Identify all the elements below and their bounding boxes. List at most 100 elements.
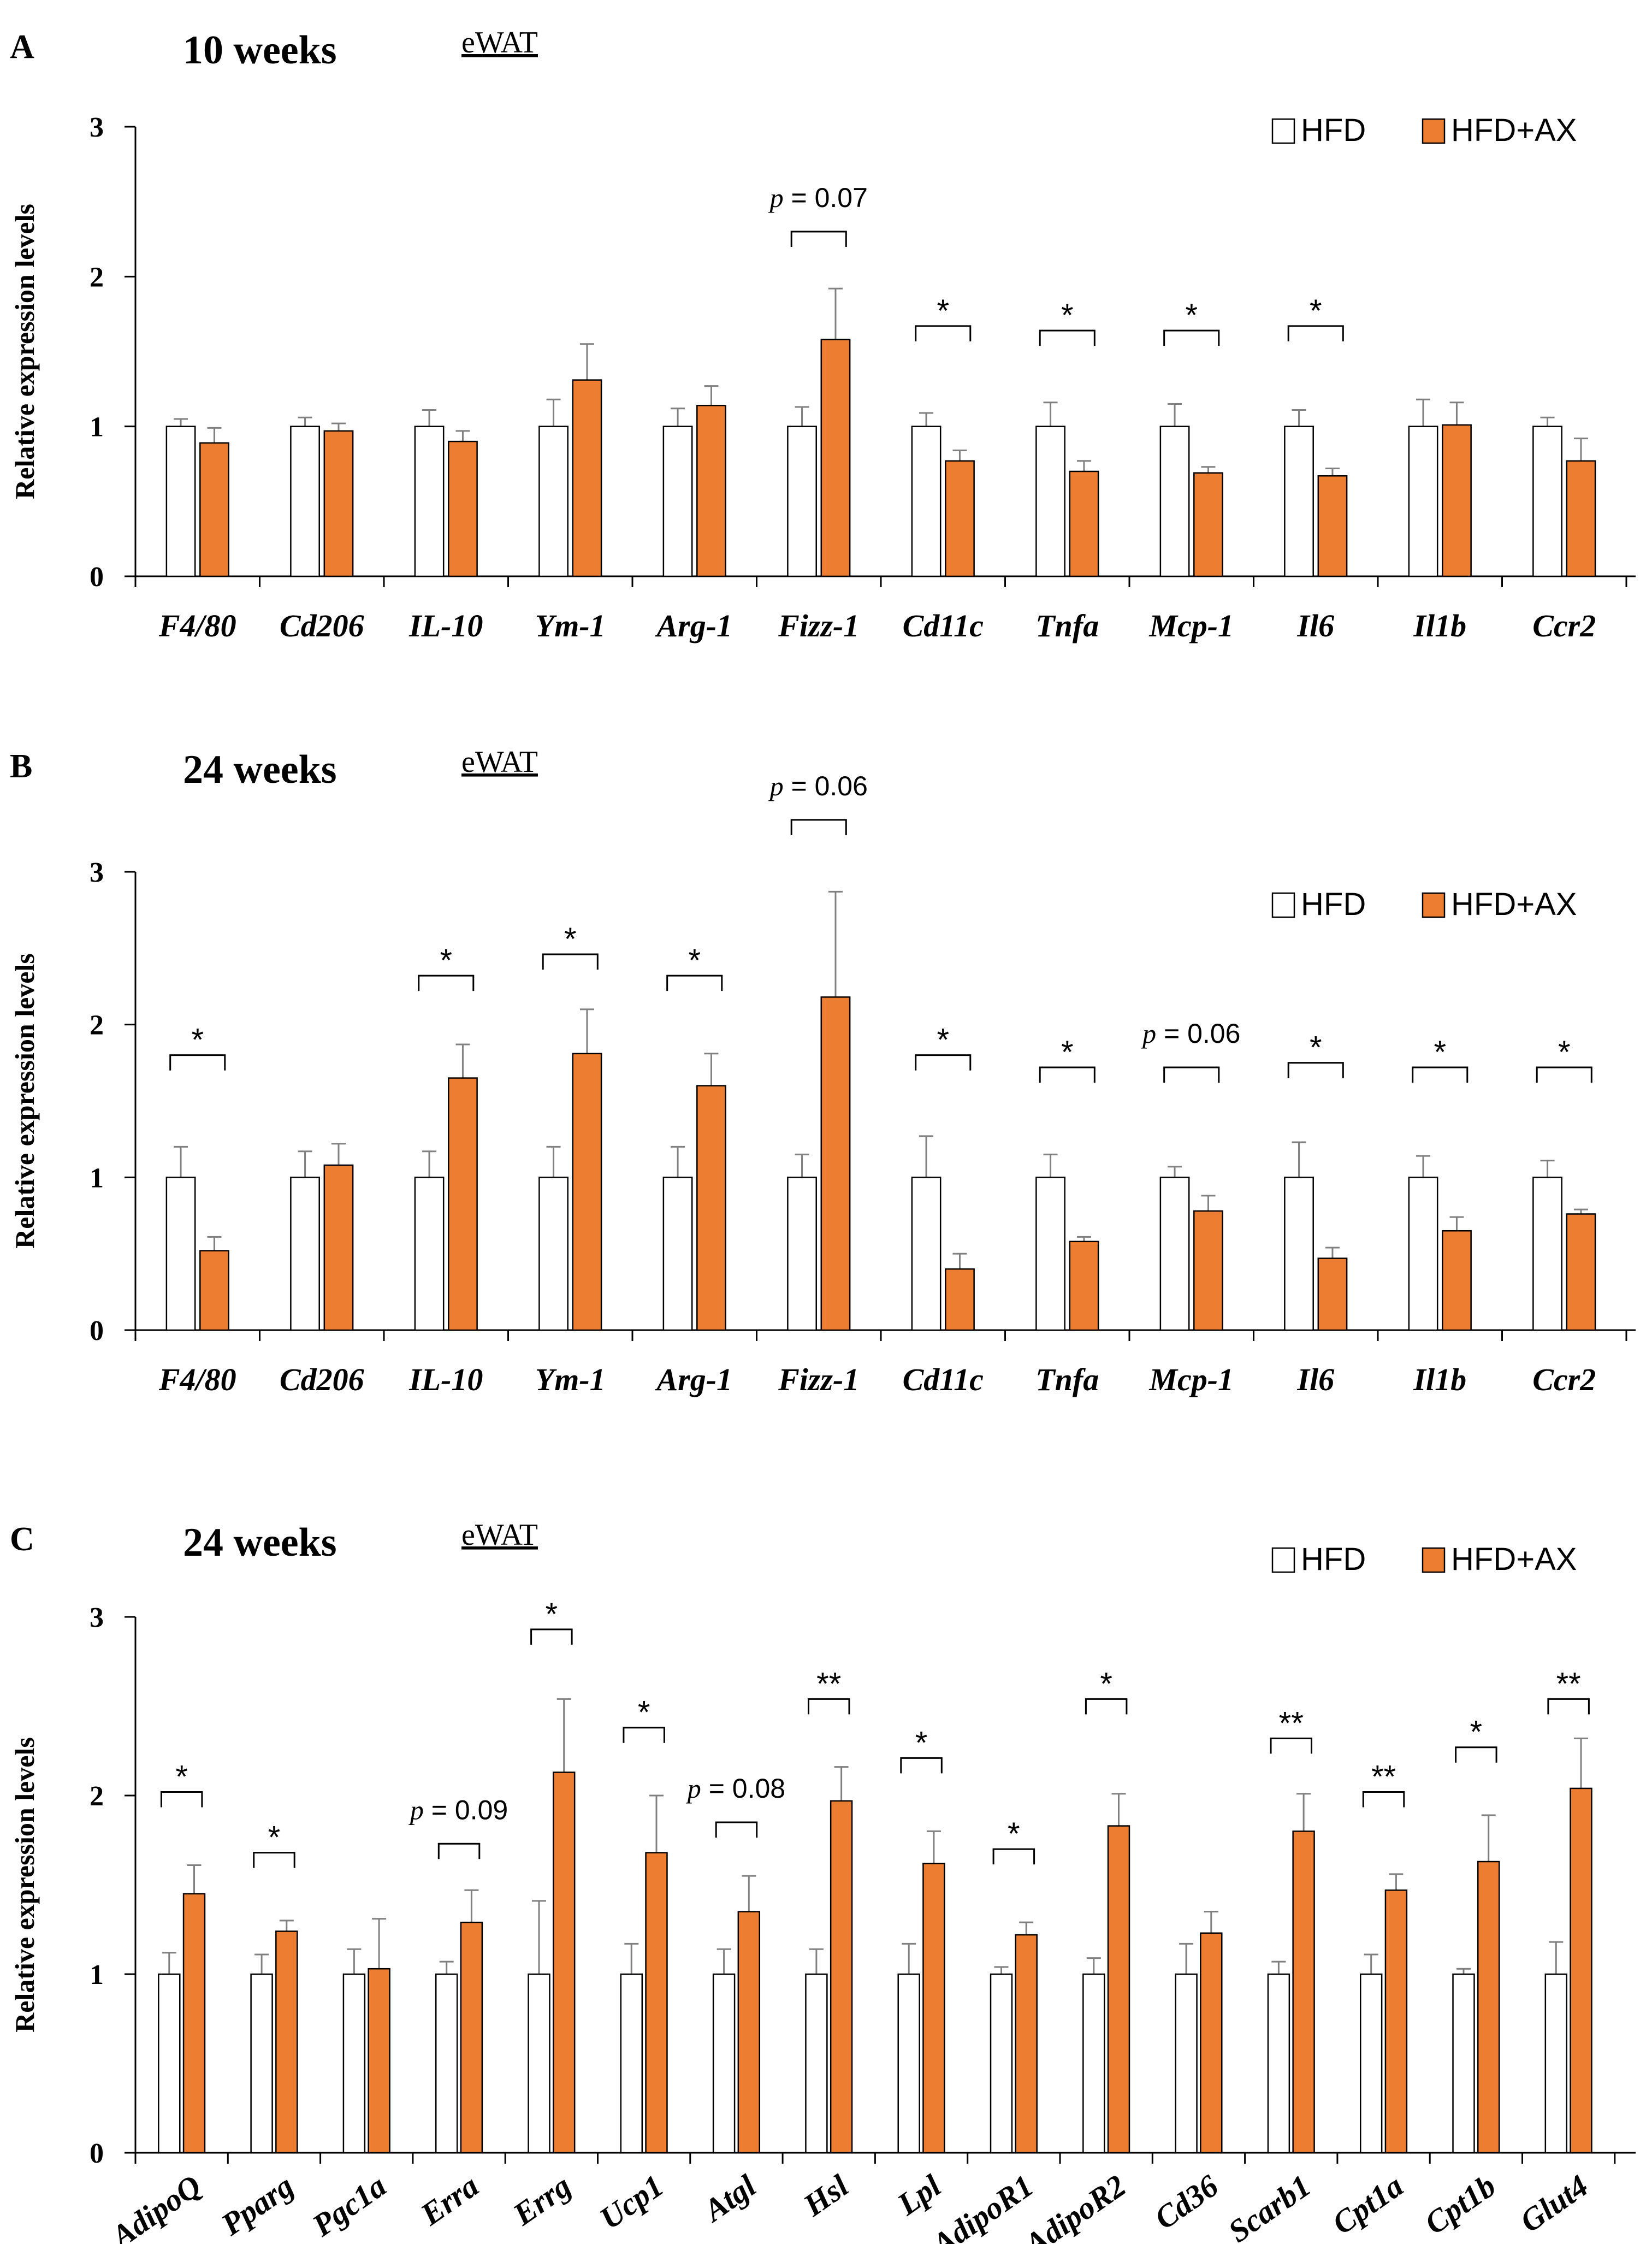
significance-bracket bbox=[418, 975, 475, 991]
y-tick-label: 1 bbox=[90, 1959, 104, 1991]
significance-bracket bbox=[1163, 329, 1220, 346]
bar-hfd-fizz-1 bbox=[787, 1177, 817, 1331]
bar-hfd-ccr2 bbox=[1532, 426, 1562, 577]
bar-hfd-mcp-1 bbox=[1159, 1177, 1190, 1331]
bar-hfd-il6 bbox=[1284, 1177, 1314, 1331]
significance-star: * bbox=[268, 1820, 281, 1856]
bar-hfd-ax-ucp1 bbox=[645, 1852, 668, 2154]
x-tick-label: Hsl bbox=[796, 2168, 855, 2223]
bar-hfd-ax-adipor2 bbox=[1107, 1825, 1130, 2154]
bar-hfd-ax-scarb1 bbox=[1292, 1830, 1315, 2154]
bar-hfd-mcp-1 bbox=[1159, 426, 1190, 577]
chart-panel-c: C 24 weeks eWAT Relative expression levels 0… bbox=[9, 1518, 1636, 2244]
p-value-label: p = 0.08 bbox=[686, 1773, 785, 1804]
bar-hfd-cd206 bbox=[290, 426, 320, 577]
bar-hfd-cd206 bbox=[290, 1177, 320, 1331]
significance-bracket bbox=[542, 953, 599, 970]
significance-bracket bbox=[437, 1843, 481, 1859]
x-tick-label: Glut4 bbox=[1513, 2168, 1594, 2239]
bar-hfd-f4-80 bbox=[165, 426, 196, 577]
bar-hfd-ax-erra bbox=[460, 1921, 483, 2154]
significance-star: ** bbox=[1279, 1705, 1304, 1741]
significance-star: * bbox=[1061, 1035, 1074, 1070]
x-tick-label: Cd11c bbox=[903, 1362, 984, 1397]
panel-letter: B bbox=[10, 748, 32, 785]
significance-star: * bbox=[1434, 1035, 1446, 1070]
x-tick-label: Ucp1 bbox=[593, 2168, 670, 2236]
bar-hfd-ax-fizz-1 bbox=[820, 339, 851, 577]
significance-star: * bbox=[1008, 1816, 1020, 1852]
bar-hfd-ax-cd11c bbox=[945, 460, 975, 577]
significance-bracket bbox=[715, 1821, 758, 1838]
legend: HFD HFD+AX bbox=[1271, 1542, 1577, 1577]
x-tick-label: Cd11c bbox=[903, 608, 984, 643]
significance-bracket bbox=[666, 975, 723, 991]
legend-label: HFD bbox=[1301, 887, 1366, 922]
y-tick-label: 3 bbox=[90, 112, 104, 143]
bar-hfd-ax-f4-80 bbox=[199, 1250, 229, 1331]
bar-hfd-ax-atgl bbox=[737, 1911, 761, 2154]
x-tick-label: Mcp-1 bbox=[1148, 608, 1234, 643]
bar-hfd-hsl bbox=[805, 1973, 828, 2154]
x-tick-label: Cpt1b bbox=[1418, 2168, 1502, 2241]
significance-star: * bbox=[1310, 1030, 1322, 1066]
bar-hfd-f4-80 bbox=[165, 1177, 196, 1331]
bar-hfd-scarb1 bbox=[1267, 1973, 1290, 2154]
significance-bracket bbox=[1039, 1066, 1096, 1083]
bar-hfd-ax-ym-1 bbox=[572, 1053, 602, 1331]
p-value-label: p = 0.06 bbox=[1141, 1018, 1240, 1049]
significance-star: * bbox=[1100, 1666, 1112, 1702]
significance-star: * bbox=[937, 293, 949, 329]
significance-bracket bbox=[1287, 1062, 1344, 1078]
significance-star: * bbox=[175, 1759, 188, 1794]
significance-bracket bbox=[1455, 1746, 1497, 1763]
bar-hfd-ax-f4-80 bbox=[199, 442, 229, 577]
bar-hfd-cpt1b bbox=[1452, 1973, 1475, 2154]
significance-bracket bbox=[915, 325, 972, 341]
bar-hfd-ax-pgc1a bbox=[368, 1968, 390, 2154]
bar-hfd-ax-adipor1 bbox=[1015, 1934, 1038, 2154]
x-tick-label: Il6 bbox=[1296, 1362, 1334, 1397]
bar-hfd-ax-il-10 bbox=[448, 1077, 478, 1331]
legend-label: HFD bbox=[1301, 113, 1366, 148]
legend-label: HFD+AX bbox=[1451, 113, 1577, 148]
significance-star: * bbox=[915, 1725, 928, 1761]
y-tick-label: 0 bbox=[90, 1315, 104, 1347]
bar-hfd-arg-1 bbox=[662, 426, 693, 577]
significance-bracket bbox=[992, 1848, 1035, 1865]
significance-bracket bbox=[1039, 329, 1096, 346]
bar-hfd-ax-glut4 bbox=[1570, 1787, 1592, 2154]
legend-swatch bbox=[1422, 892, 1446, 918]
legend-swatch bbox=[1422, 1547, 1446, 1573]
y-tick-label: 3 bbox=[90, 857, 104, 888]
significance-star: ** bbox=[1371, 1759, 1396, 1794]
significance-bracket bbox=[253, 1852, 295, 1868]
significance-star: * bbox=[1470, 1715, 1483, 1750]
bar-hfd-il6 bbox=[1284, 426, 1314, 577]
x-tick-label: Scarb1 bbox=[1222, 2168, 1317, 2244]
panel-letter: A bbox=[10, 28, 34, 66]
x-tick-label: Mcp-1 bbox=[1148, 1362, 1234, 1397]
x-tick-label: Lpl bbox=[890, 2168, 948, 2223]
significance-star: * bbox=[546, 1597, 558, 1632]
y-tick-label: 0 bbox=[90, 562, 104, 593]
y-tick-label: 2 bbox=[90, 262, 104, 293]
x-tick-label: Il1b bbox=[1413, 1362, 1466, 1397]
legend-swatch bbox=[1271, 1547, 1295, 1573]
x-tick-label: Ym-1 bbox=[535, 1362, 606, 1397]
significance-bracket bbox=[790, 819, 847, 835]
x-tick-label: Il1b bbox=[1413, 608, 1466, 643]
bar-hfd-pparg bbox=[250, 1973, 273, 2154]
significance-star: * bbox=[440, 943, 452, 978]
significance-bracket bbox=[623, 1727, 665, 1743]
x-tick-label: Ccr2 bbox=[1532, 608, 1596, 643]
significance-bracket bbox=[1085, 1698, 1128, 1715]
bar-hfd-ax-il6 bbox=[1317, 475, 1348, 577]
significance-bracket bbox=[530, 1628, 573, 1645]
significance-star: * bbox=[564, 922, 577, 957]
bar-hfd-ax-il-10 bbox=[448, 440, 478, 577]
x-tick-label: AdipoR2 bbox=[1017, 2168, 1132, 2244]
significance-star: * bbox=[1061, 298, 1074, 333]
significance-star: ** bbox=[1556, 1666, 1581, 1702]
